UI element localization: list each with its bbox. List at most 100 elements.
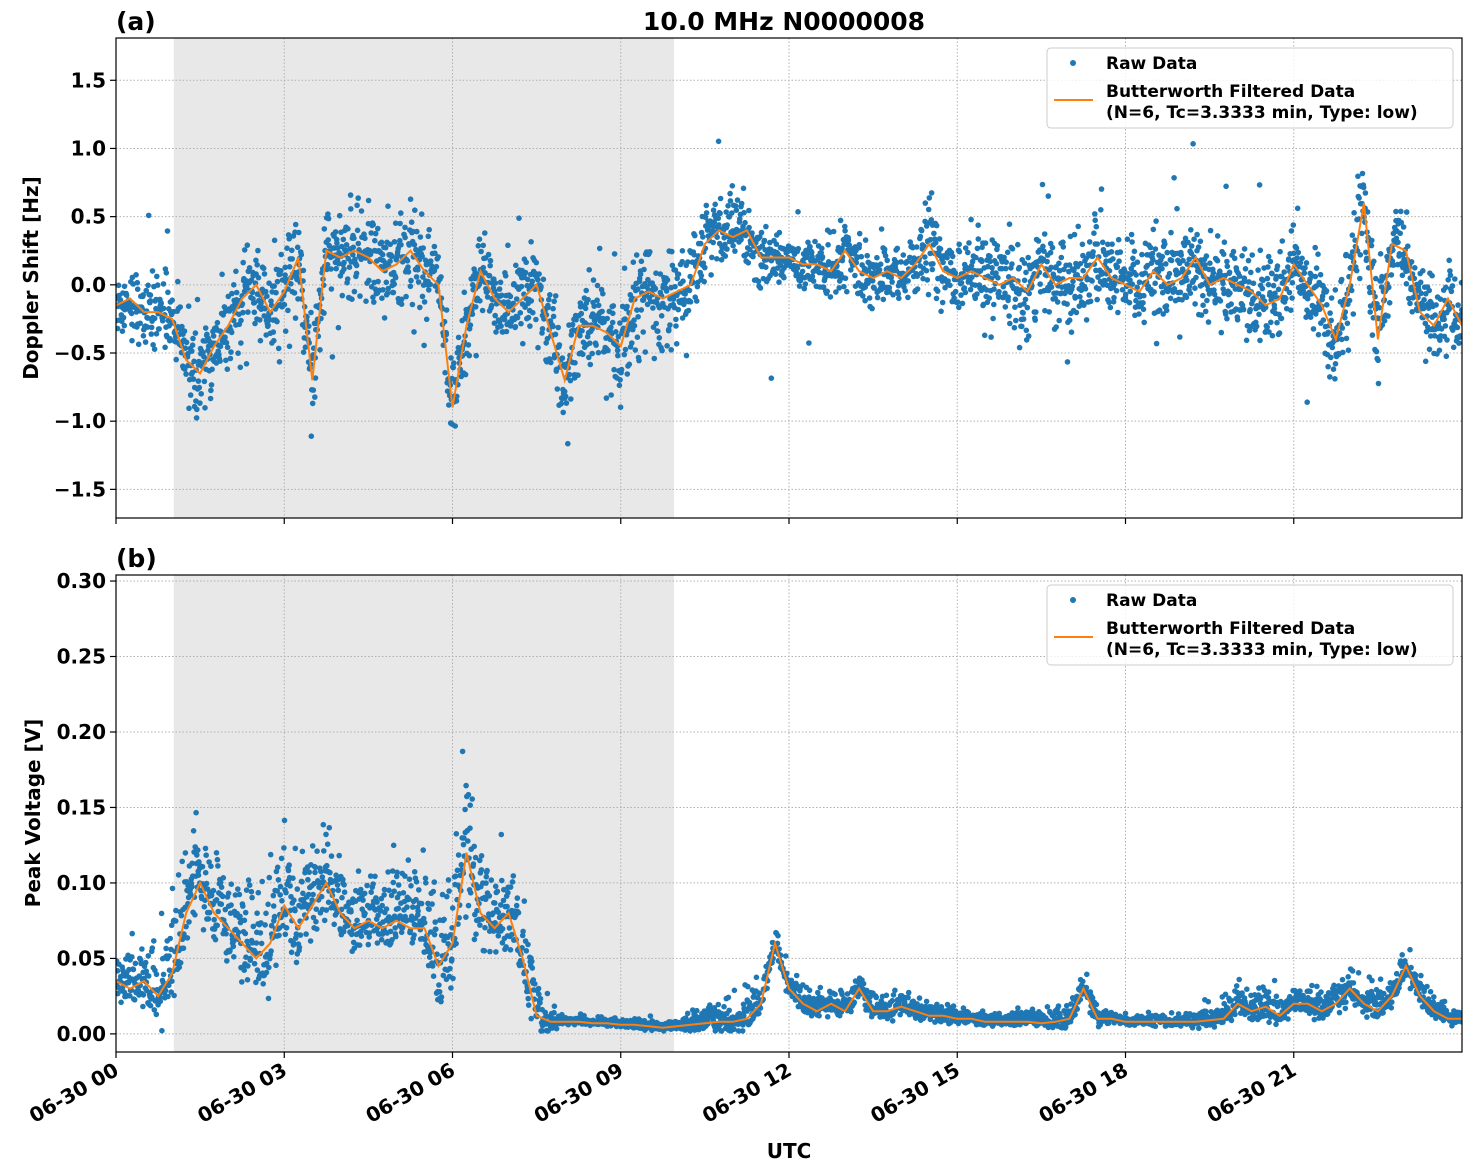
raw-data-point [129, 931, 135, 937]
raw-data-point [935, 288, 941, 294]
raw-data-point [444, 894, 450, 900]
raw-data-point [1407, 301, 1413, 307]
raw-data-point [469, 796, 475, 802]
raw-data-point [325, 841, 331, 847]
raw-data-point [301, 268, 307, 274]
raw-data-point [141, 333, 147, 339]
raw-data-point [875, 295, 881, 301]
raw-data-point [716, 216, 722, 222]
raw-data-point [605, 348, 611, 354]
raw-data-point [184, 340, 190, 346]
raw-data-point [271, 903, 277, 909]
raw-data-point [231, 944, 237, 950]
raw-data-point [379, 240, 385, 246]
raw-data-point [477, 236, 483, 242]
raw-data-point [394, 870, 400, 876]
raw-data-point [341, 266, 347, 272]
raw-data-point [342, 889, 348, 895]
raw-data-point [1443, 285, 1449, 291]
raw-data-point [169, 297, 175, 303]
raw-data-point [429, 901, 435, 907]
raw-data-point [1017, 345, 1023, 351]
raw-data-point [258, 338, 264, 344]
raw-data-point [1327, 310, 1333, 316]
raw-data-point [399, 301, 405, 307]
raw-data-point [345, 226, 351, 232]
raw-data-point [636, 358, 642, 364]
raw-data-point [1244, 338, 1250, 344]
raw-data-point [208, 388, 214, 394]
raw-data-point [282, 818, 288, 824]
raw-data-point [487, 949, 493, 955]
raw-data-point [151, 938, 157, 944]
raw-data-point [688, 299, 694, 305]
raw-data-point [411, 329, 417, 335]
raw-data-point [275, 279, 281, 285]
raw-data-point [480, 308, 486, 314]
raw-data-point [357, 942, 363, 948]
raw-data-point [1221, 251, 1227, 257]
raw-data-point [1100, 240, 1106, 246]
raw-data-point [1369, 238, 1375, 244]
raw-data-point [995, 243, 1001, 249]
raw-data-point [1385, 313, 1391, 319]
raw-data-point [244, 887, 250, 893]
raw-data-point [1012, 304, 1018, 310]
raw-data-point [1331, 366, 1337, 372]
raw-data-point [508, 294, 514, 300]
raw-data-point [1127, 300, 1133, 306]
raw-data-point [1092, 211, 1098, 217]
raw-data-point [412, 207, 418, 213]
raw-data-point [1065, 359, 1071, 365]
raw-data-point [820, 254, 826, 260]
raw-data-point [810, 274, 816, 280]
raw-data-point [179, 913, 185, 919]
raw-data-point [118, 1000, 124, 1006]
raw-data-point [498, 323, 504, 329]
raw-data-point [448, 985, 454, 991]
raw-data-point [189, 348, 195, 354]
raw-data-point [468, 890, 474, 896]
raw-data-point [231, 282, 237, 288]
raw-data-point [1077, 294, 1083, 300]
raw-data-point [1190, 141, 1196, 147]
raw-data-point [430, 963, 436, 969]
raw-data-point [450, 976, 456, 982]
raw-data-point [575, 372, 581, 378]
raw-data-point [1311, 326, 1317, 332]
raw-data-point [684, 353, 690, 359]
raw-data-point [1256, 312, 1262, 318]
raw-data-point [370, 222, 376, 228]
raw-data-point [198, 391, 204, 397]
raw-data-point [1258, 248, 1264, 254]
raw-data-point [293, 315, 299, 321]
raw-data-point [417, 305, 423, 311]
raw-data-point [1339, 277, 1345, 283]
raw-data-point [898, 259, 904, 265]
raw-data-point [1455, 302, 1461, 308]
raw-data-point [1441, 317, 1447, 323]
raw-data-point [312, 394, 318, 400]
raw-data-point [190, 342, 196, 348]
raw-data-point [186, 919, 192, 925]
raw-data-point [1389, 272, 1395, 278]
raw-data-point [135, 280, 141, 286]
raw-data-point [372, 238, 378, 244]
raw-data-point [1265, 276, 1271, 282]
raw-data-point [525, 996, 531, 1002]
raw-data-point [173, 357, 179, 363]
raw-data-point [325, 237, 331, 243]
raw-data-point [925, 277, 931, 283]
raw-data-point [1056, 318, 1062, 324]
raw-data-point [432, 879, 438, 885]
raw-data-point [1003, 266, 1009, 272]
raw-data-point [406, 857, 412, 863]
raw-data-point [976, 236, 982, 242]
raw-data-point [1072, 295, 1078, 301]
raw-data-point [1086, 292, 1092, 298]
raw-data-point [1369, 243, 1375, 249]
raw-data-point [176, 872, 182, 878]
raw-data-point [633, 347, 639, 353]
raw-data-point [1095, 241, 1101, 247]
raw-data-point [701, 279, 707, 285]
